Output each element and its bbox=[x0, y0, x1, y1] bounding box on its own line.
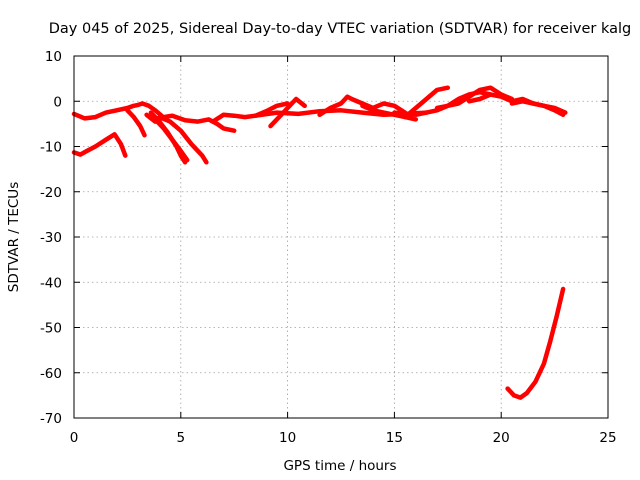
y-tick-label: 10 bbox=[45, 49, 62, 65]
x-tick-label: 10 bbox=[279, 430, 296, 446]
data-series bbox=[71, 85, 568, 400]
axis-ticks bbox=[73, 55, 609, 419]
x-tick-labels: 0 5 10 15 20 25 bbox=[70, 430, 617, 446]
y-tick-label: -60 bbox=[40, 366, 62, 382]
y-tick-label: -30 bbox=[40, 230, 62, 246]
series-arc-13 bbox=[402, 85, 451, 120]
series-arc-7 bbox=[152, 117, 190, 163]
x-axis-label: GPS time / hours bbox=[283, 458, 396, 474]
x-tick-label: 5 bbox=[177, 430, 186, 446]
y-tick-label: -50 bbox=[40, 321, 62, 337]
series-arc-8 bbox=[210, 101, 290, 124]
y-tick-label: -20 bbox=[40, 185, 62, 201]
series-arc-9 bbox=[268, 96, 307, 129]
chart-title: Day 045 of 2025, Sidereal Day-to-day VTE… bbox=[49, 21, 632, 37]
x-tick-label: 25 bbox=[599, 430, 616, 446]
grid bbox=[74, 56, 608, 418]
series-arc-18 bbox=[505, 286, 566, 400]
y-tick-label: -10 bbox=[40, 140, 62, 156]
series-arc-6 bbox=[157, 114, 209, 165]
x-tick-label: 0 bbox=[70, 430, 79, 446]
series-arc-15 bbox=[434, 85, 515, 111]
series-arc-1 bbox=[71, 132, 128, 158]
series-arc-2 bbox=[71, 101, 164, 121]
x-tick-label: 20 bbox=[493, 430, 510, 446]
y-tick-labels: 10 0 -10 -20 -30 -40 -50 -60 -70 bbox=[40, 49, 62, 427]
y-tick-label: -40 bbox=[40, 275, 62, 291]
y-tick-label: 0 bbox=[53, 94, 62, 110]
x-tick-label: 15 bbox=[386, 430, 403, 446]
series-arc-3 bbox=[125, 108, 147, 138]
y-axis-label: SDTVAR / TECUs bbox=[6, 182, 22, 292]
y-tick-label: -70 bbox=[40, 411, 62, 427]
series-arc-11 bbox=[317, 94, 408, 118]
series-arc-17 bbox=[509, 99, 566, 118]
